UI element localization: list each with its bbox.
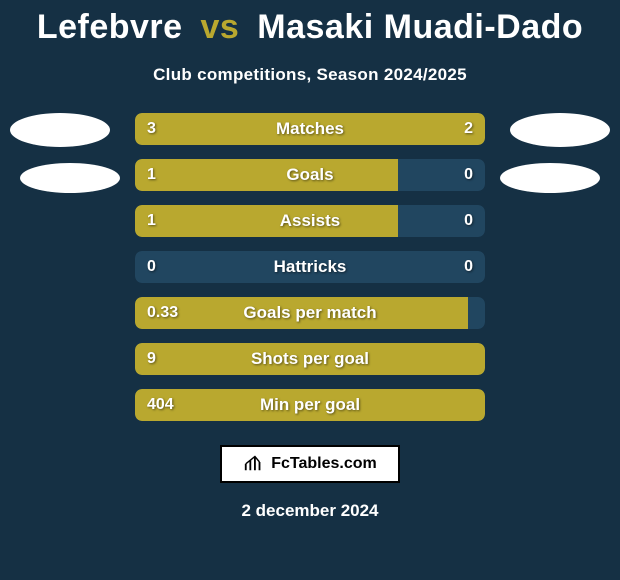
comparison-card: Lefebvre vs Masaki Muadi-Dado Club compe… xyxy=(0,0,620,580)
stat-row: Goals10 xyxy=(135,159,485,191)
player2-badge xyxy=(510,113,610,147)
chart-bars-icon xyxy=(243,451,265,478)
stat-row-left-fill xyxy=(135,205,398,237)
player2-badge2 xyxy=(500,163,600,193)
stat-row: Matches32 xyxy=(135,113,485,145)
vs-separator: vs xyxy=(201,8,240,46)
stat-row-track xyxy=(135,251,485,283)
player1-badge2 xyxy=(20,163,120,193)
subtitle: Club competitions, Season 2024/2025 xyxy=(0,65,620,85)
stats-rows: Matches32 Goals10 Assists10 Hattricks00 Goal… xyxy=(135,113,485,421)
stat-row-left-fill xyxy=(135,343,485,375)
stat-row: Min per goal404 xyxy=(135,389,485,421)
stat-row: Goals per match0.33 xyxy=(135,297,485,329)
player1-badge xyxy=(10,113,110,147)
stat-row-right-fill xyxy=(345,113,485,145)
brand-text: FcTables.com xyxy=(271,455,377,473)
stat-row-left-fill xyxy=(135,159,398,191)
page-title: Lefebvre vs Masaki Muadi-Dado xyxy=(0,0,620,47)
stat-row: Assists10 xyxy=(135,205,485,237)
stat-row: Hattricks00 xyxy=(135,251,485,283)
brand-box: FcTables.com xyxy=(220,445,400,483)
stat-row: Shots per goal9 xyxy=(135,343,485,375)
stat-row-left-fill xyxy=(135,113,345,145)
player2-name: Masaki Muadi-Dado xyxy=(257,8,583,46)
stats-main: Matches32 Goals10 Assists10 Hattricks00 Goal… xyxy=(0,113,620,421)
stat-row-left-fill xyxy=(135,389,485,421)
player1-name: Lefebvre xyxy=(37,8,183,46)
date-label: 2 december 2024 xyxy=(0,501,620,521)
stat-row-left-fill xyxy=(135,297,468,329)
